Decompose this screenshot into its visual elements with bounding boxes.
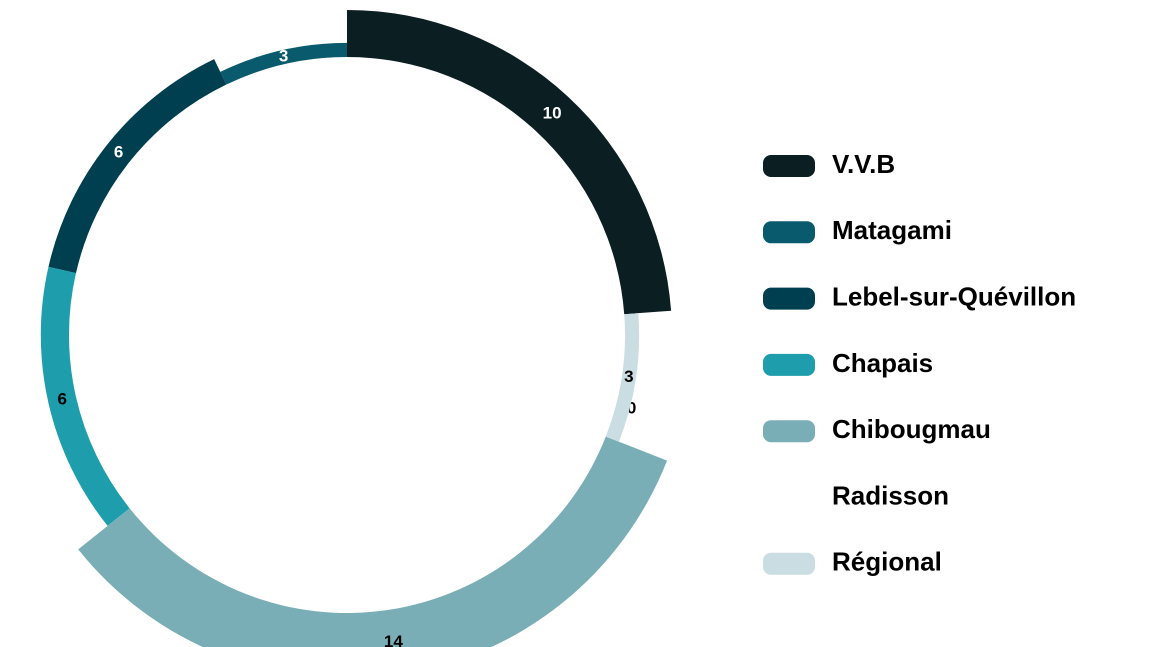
legend-label: Matagami xyxy=(832,215,952,245)
legend-swatch xyxy=(763,353,815,376)
slice-label: 3 xyxy=(624,367,633,386)
legend-label: Radisson xyxy=(832,480,949,510)
slice-label: 14 xyxy=(384,632,403,647)
legend-swatch xyxy=(763,221,815,244)
legend-label: Lebel-sur-Quévillon xyxy=(832,281,1076,311)
legend-swatch xyxy=(763,420,815,443)
slice xyxy=(78,436,668,647)
slice xyxy=(40,266,130,526)
legend-label: Chibougmau xyxy=(832,414,991,444)
slice-label: 10 xyxy=(543,103,562,122)
slice xyxy=(48,59,227,274)
legend-label: Régional xyxy=(832,547,942,577)
legend-swatch xyxy=(763,287,815,310)
slice-label: 0 xyxy=(627,398,636,417)
slice-label: 6 xyxy=(114,142,123,161)
legend-swatch xyxy=(763,155,815,177)
slice xyxy=(347,10,672,315)
slice-label: 3 xyxy=(279,47,288,66)
slice xyxy=(220,42,347,85)
legend-swatch xyxy=(763,552,815,575)
legend-label: Chapais xyxy=(832,348,933,378)
slice-label: 6 xyxy=(57,389,66,408)
slice xyxy=(605,313,640,442)
legend-swatch xyxy=(763,486,815,509)
legend-label: V.V.B xyxy=(832,149,895,179)
